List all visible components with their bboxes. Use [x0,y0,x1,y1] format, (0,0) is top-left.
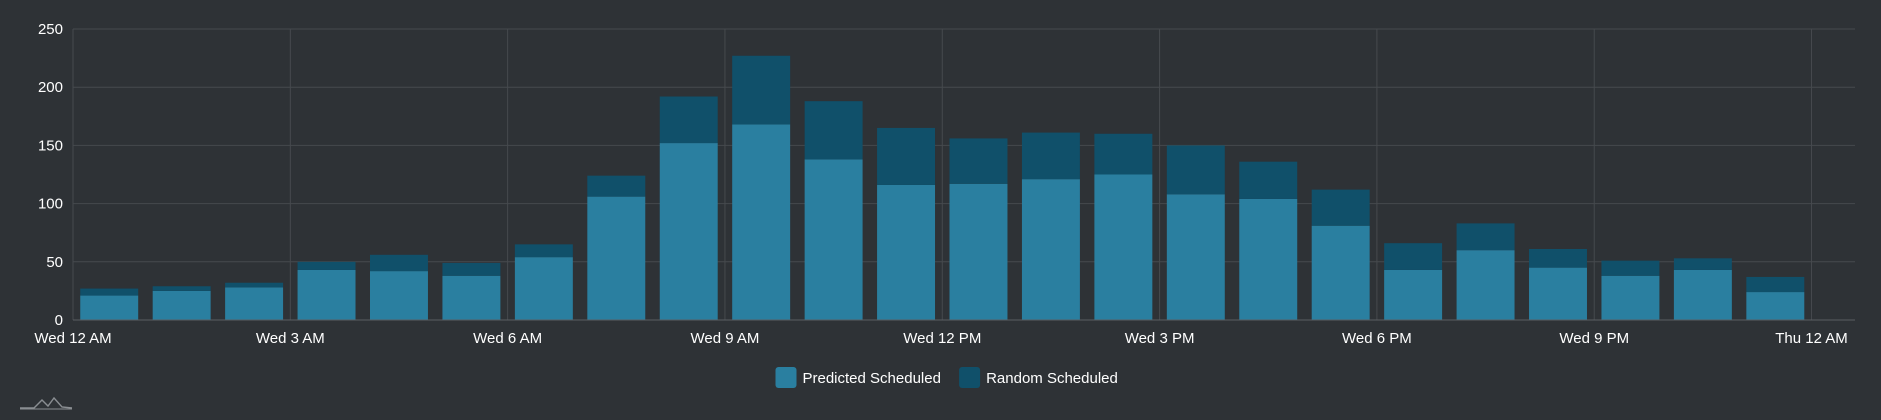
bar-random-scheduled[interactable] [1311,189,1370,226]
y-tick-label: 0 [55,312,63,329]
bar-random-scheduled[interactable] [804,101,863,160]
bar-random-scheduled[interactable] [949,138,1008,184]
x-tick-label: Wed 9 PM [1559,330,1629,347]
x-tick-label: Wed 12 PM [903,330,981,347]
legend-label: Random Scheduled [986,370,1118,387]
bar-random-scheduled[interactable] [1529,248,1587,268]
bar-predicted-scheduled[interactable] [1384,269,1443,320]
bar-random-scheduled[interactable] [1673,258,1732,270]
bar-random-scheduled[interactable] [587,175,646,197]
bar-predicted-scheduled[interactable] [949,183,1008,320]
x-tick-label: Wed 12 AM [34,330,111,347]
bar-predicted-scheduled[interactable] [152,290,211,320]
bar-predicted-scheduled[interactable] [1456,250,1515,320]
bar-predicted-scheduled[interactable] [225,287,284,320]
bar-predicted-scheduled[interactable] [514,257,573,320]
bar-random-scheduled[interactable] [514,244,573,258]
x-tick-label: Wed 6 AM [473,330,542,347]
bar-predicted-scheduled[interactable] [1746,292,1805,320]
bar-random-scheduled[interactable] [877,127,936,185]
bar-predicted-scheduled[interactable] [1529,267,1587,320]
legend-item-random-scheduled[interactable]: Random Scheduled [959,367,1118,388]
x-tick-label: Wed 3 PM [1125,330,1195,347]
bar-predicted-scheduled[interactable] [587,196,646,320]
y-tick-label: 200 [38,79,63,96]
bar-predicted-scheduled[interactable] [442,275,501,320]
bar-predicted-scheduled[interactable] [1094,174,1153,321]
bar-predicted-scheduled[interactable] [1601,275,1660,320]
bar-predicted-scheduled[interactable] [877,184,936,320]
bar-predicted-scheduled[interactable] [659,143,718,320]
x-tick-label: Wed 9 AM [690,330,759,347]
bar-random-scheduled[interactable] [1384,243,1443,270]
y-tick-label: 250 [38,21,63,38]
bar-random-scheduled[interactable] [1166,145,1225,195]
bar-random-scheduled[interactable] [225,282,284,288]
bar-random-scheduled[interactable] [1094,133,1153,175]
legend-swatch [775,367,797,388]
x-tick-label: Thu 12 AM [1775,330,1848,347]
bar-predicted-scheduled[interactable] [370,271,428,320]
bar-random-scheduled[interactable] [297,261,356,270]
bar-random-scheduled[interactable] [80,288,139,296]
y-tick-label: 50 [46,254,63,271]
bar-predicted-scheduled[interactable] [1239,198,1298,320]
chart-logo-icon [20,396,73,410]
y-tick-label: 150 [38,137,63,154]
bar-random-scheduled[interactable] [1239,161,1298,199]
bar-layer [80,55,1805,321]
bar-predicted-scheduled[interactable] [80,295,139,320]
bar-random-scheduled[interactable] [1456,223,1515,251]
bar-random-scheduled[interactable] [1021,132,1080,180]
bar-predicted-scheduled[interactable] [732,124,791,320]
bar-random-scheduled[interactable] [442,262,501,276]
legend-item-predicted-scheduled[interactable]: Predicted Scheduled [775,367,941,388]
bar-predicted-scheduled[interactable] [297,269,356,320]
bar-predicted-scheduled[interactable] [1311,225,1370,320]
bar-random-scheduled[interactable] [1746,276,1805,293]
bar-random-scheduled[interactable] [152,286,211,291]
legend: Predicted Scheduled Random Scheduled [775,367,1118,388]
x-tick-label: Wed 6 PM [1342,330,1412,347]
bar-random-scheduled[interactable] [659,96,718,144]
legend-label: Predicted Scheduled [803,370,941,387]
bar-random-scheduled[interactable] [1601,260,1660,276]
y-tick-label: 100 [38,196,63,213]
legend-swatch [959,367,981,388]
bar-predicted-scheduled[interactable] [804,159,863,320]
bar-random-scheduled[interactable] [370,254,428,272]
bar-predicted-scheduled[interactable] [1673,269,1732,320]
axis-layer: 0 50 100 150 200 250 Wed 12 AM Wed 3 AM Wed 6 AM… [34,21,1855,347]
bar-random-scheduled[interactable] [732,55,791,125]
bar-predicted-scheduled[interactable] [1166,194,1225,320]
x-tick-label: Wed 3 AM [256,330,325,347]
bar-predicted-scheduled[interactable] [1021,179,1080,320]
logo-mountain-stroke [20,396,73,409]
